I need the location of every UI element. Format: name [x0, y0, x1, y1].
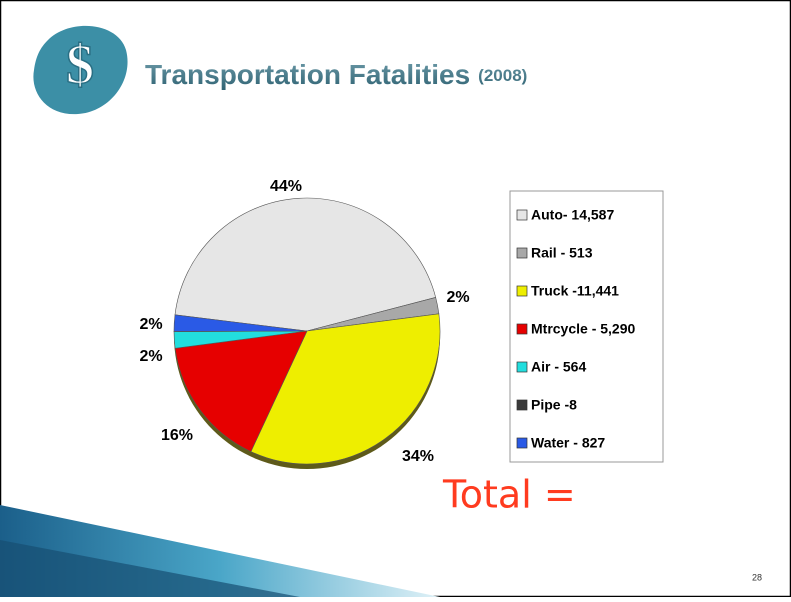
legend-swatch	[516, 361, 528, 373]
swoosh-dark	[0, 540, 300, 597]
pie-slice	[173, 314, 308, 332]
pie-slice	[250, 313, 441, 465]
total-annotation: Total =	[442, 473, 576, 517]
slice-label: 34%	[402, 448, 434, 465]
legend: Auto- 14,587 Rail - 513 Truck -11,441 Mtrcy…	[516, 207, 635, 451]
legend-swatch	[516, 437, 528, 449]
slice-label: 2%	[446, 289, 469, 306]
legend-label: Pipe -8	[531, 397, 577, 413]
legend-swatch	[516, 209, 528, 221]
pie-slice	[174, 330, 308, 452]
legend-swatch	[516, 323, 528, 335]
slice-label: 16%	[161, 427, 193, 444]
legend-label: Truck -11,441	[531, 283, 619, 299]
legend-swatch	[516, 247, 528, 259]
legend-swatch	[516, 399, 528, 411]
logo-dollar: $	[66, 34, 94, 96]
title-main: Transportation Fatalities	[145, 59, 470, 90]
slice-label: 44%	[270, 178, 302, 195]
title-year: (2008)	[478, 66, 527, 85]
pie	[173, 197, 441, 469]
legend-box	[509, 190, 664, 463]
title: Transportation Fatalities (2008)	[145, 59, 527, 90]
logo-blob	[33, 25, 128, 115]
page-number: 28	[752, 572, 762, 582]
legend-label: Auto- 14,587	[531, 207, 614, 223]
slice-label: 2%	[139, 316, 162, 333]
legend-swatch	[516, 285, 528, 297]
legend-label: Rail - 513	[531, 245, 593, 261]
legend-label: Water - 827	[531, 435, 605, 451]
slice-label: 2%	[139, 348, 162, 365]
legend-label: Mtrcycle - 5,290	[531, 321, 635, 337]
pie-slice	[174, 197, 437, 332]
legend-label: Air - 564	[531, 359, 586, 375]
